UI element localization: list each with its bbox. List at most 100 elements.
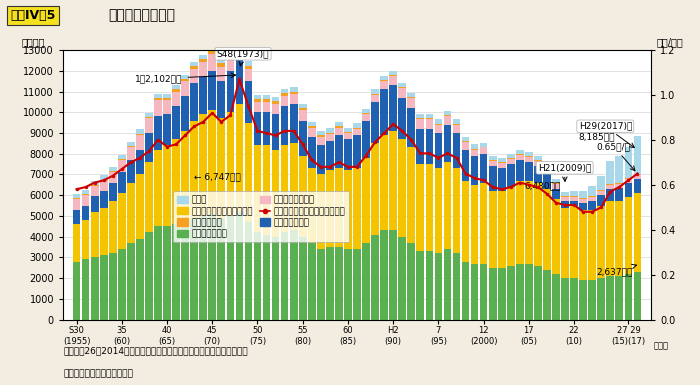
Text: 資料：林野庁「木材需給表」: 資料：林野庁「木材需給表」 bbox=[63, 370, 133, 378]
Bar bbox=[389, 230, 397, 320]
Bar bbox=[498, 191, 505, 268]
Bar bbox=[163, 226, 171, 320]
Bar bbox=[516, 150, 524, 154]
Bar bbox=[91, 257, 99, 320]
Bar bbox=[624, 147, 632, 178]
Bar bbox=[163, 114, 171, 146]
Bar bbox=[218, 81, 225, 119]
Bar bbox=[163, 94, 171, 98]
Bar bbox=[354, 124, 360, 127]
Bar bbox=[380, 135, 388, 230]
Bar bbox=[444, 116, 452, 125]
Bar bbox=[299, 110, 307, 121]
Bar bbox=[299, 121, 307, 156]
Bar bbox=[73, 224, 80, 261]
Bar bbox=[262, 234, 270, 320]
Bar bbox=[435, 168, 442, 253]
Bar bbox=[136, 129, 144, 134]
Bar bbox=[570, 206, 578, 278]
Bar bbox=[570, 197, 578, 201]
Bar bbox=[570, 191, 578, 196]
Bar bbox=[154, 116, 162, 149]
Bar bbox=[272, 149, 279, 237]
Bar bbox=[154, 98, 162, 100]
Bar bbox=[426, 164, 433, 251]
Bar bbox=[172, 139, 180, 224]
Bar bbox=[580, 199, 587, 203]
Bar bbox=[209, 214, 216, 320]
Bar bbox=[380, 230, 388, 320]
Bar bbox=[634, 179, 641, 193]
Bar bbox=[326, 141, 334, 170]
Bar bbox=[516, 264, 524, 320]
Bar bbox=[181, 75, 189, 79]
Bar bbox=[281, 233, 288, 320]
Bar bbox=[308, 126, 316, 128]
Bar bbox=[118, 160, 125, 172]
Bar bbox=[615, 183, 623, 184]
Bar bbox=[335, 122, 343, 126]
Bar bbox=[389, 76, 397, 85]
Text: 1億2,102万㎥: 1億2,102万㎥ bbox=[135, 73, 235, 83]
Bar bbox=[244, 65, 252, 69]
Bar bbox=[290, 92, 298, 94]
Bar bbox=[73, 198, 80, 199]
Bar bbox=[453, 253, 461, 320]
Bar bbox=[380, 89, 388, 135]
Bar bbox=[308, 137, 316, 168]
Bar bbox=[91, 186, 99, 196]
Bar bbox=[498, 162, 505, 163]
Bar bbox=[516, 181, 524, 264]
Bar bbox=[552, 199, 560, 274]
Bar bbox=[543, 174, 551, 189]
Bar bbox=[181, 95, 189, 131]
Text: S48(1973)年: S48(1973)年 bbox=[217, 49, 270, 66]
Bar bbox=[281, 146, 288, 233]
Bar bbox=[471, 149, 478, 156]
Bar bbox=[253, 146, 261, 233]
Bar bbox=[354, 135, 360, 168]
Bar bbox=[290, 104, 298, 143]
Bar bbox=[561, 208, 569, 278]
Bar bbox=[326, 129, 334, 132]
Bar bbox=[453, 124, 461, 125]
Bar bbox=[190, 121, 198, 218]
Bar bbox=[435, 124, 442, 125]
Bar bbox=[480, 264, 487, 320]
Bar bbox=[534, 160, 542, 161]
Bar bbox=[589, 186, 596, 196]
Bar bbox=[236, 44, 243, 59]
Bar bbox=[244, 81, 252, 122]
Bar bbox=[290, 230, 298, 320]
Legend: 燃料材, パルプ・チップ用材需要量, しいたけ原木, 製材用材需要量, その他用材需要量, 一人当たり木材需要量（右軸）, 合板用材需要量, : 燃料材, パルプ・チップ用材需要量, しいたけ原木, 製材用材需要量, その他用… bbox=[173, 191, 349, 243]
Bar bbox=[199, 77, 207, 114]
Bar bbox=[100, 176, 108, 180]
Bar bbox=[426, 129, 433, 164]
Bar bbox=[426, 119, 433, 129]
Bar bbox=[543, 189, 551, 270]
Bar bbox=[615, 184, 623, 188]
Bar bbox=[218, 59, 225, 63]
Bar bbox=[344, 133, 352, 139]
Bar bbox=[335, 135, 343, 168]
Bar bbox=[354, 168, 360, 249]
Bar bbox=[371, 102, 379, 143]
Bar bbox=[507, 154, 514, 158]
Bar bbox=[199, 55, 207, 59]
Bar bbox=[236, 104, 243, 212]
Bar bbox=[380, 80, 388, 81]
Bar bbox=[435, 253, 442, 320]
Bar bbox=[407, 92, 415, 97]
Bar bbox=[543, 168, 551, 169]
Bar bbox=[552, 183, 560, 184]
Bar bbox=[127, 183, 134, 243]
Bar bbox=[354, 249, 360, 320]
Bar bbox=[335, 126, 343, 128]
Bar bbox=[145, 119, 153, 133]
Bar bbox=[317, 146, 325, 174]
Bar bbox=[253, 99, 261, 102]
Bar bbox=[82, 206, 90, 220]
Bar bbox=[507, 159, 514, 164]
Bar bbox=[91, 196, 99, 212]
Bar bbox=[416, 251, 424, 320]
